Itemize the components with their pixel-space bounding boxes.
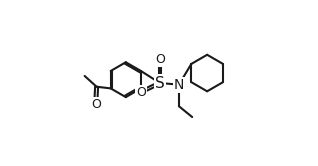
- Text: O: O: [155, 53, 165, 66]
- Text: O: O: [91, 98, 101, 111]
- Text: N: N: [174, 78, 184, 92]
- Text: S: S: [155, 76, 165, 90]
- Text: O: O: [136, 86, 146, 99]
